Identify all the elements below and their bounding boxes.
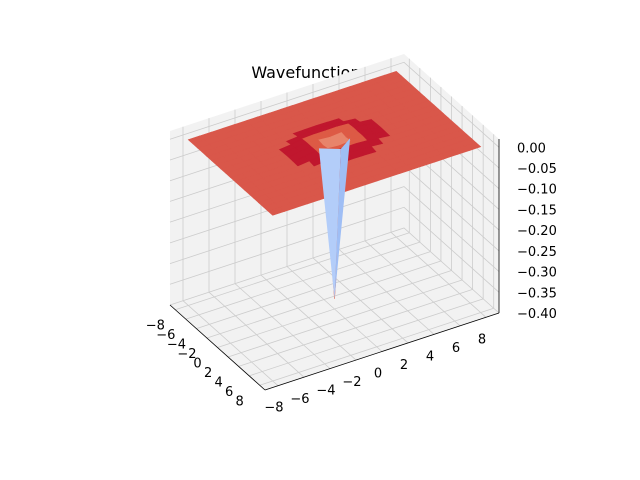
z-tick-label: −0.10 xyxy=(517,183,557,198)
z-tick-label: −0.25 xyxy=(517,245,557,260)
wall-grid-z xyxy=(169,206,500,293)
y-tick-label: −2 xyxy=(342,375,361,390)
y-tick-label: 4 xyxy=(426,349,434,364)
y-tick-label: 6 xyxy=(452,341,460,356)
x-tick-label: −4 xyxy=(167,338,186,353)
floor-grid-y xyxy=(175,232,410,311)
z-tick-label: −0.20 xyxy=(517,224,557,239)
floor-grid-y xyxy=(185,241,420,320)
y-axis-ticks: −8 −6 −4 −2 0 2 4 6 8 xyxy=(264,332,486,415)
floor-grid-y xyxy=(238,289,473,367)
y-axis-line xyxy=(264,312,500,391)
z-tick-label: −0.05 xyxy=(517,162,557,177)
z-tick-label: 0.00 xyxy=(517,141,546,156)
axis-lines xyxy=(169,139,500,391)
z-tick-label: −0.15 xyxy=(517,203,557,218)
error-spike xyxy=(318,138,351,299)
y-tick-label: −6 xyxy=(290,392,309,407)
wall-grid-z xyxy=(169,61,500,148)
x-tick-label: 8 xyxy=(236,394,244,409)
y-tick-label: −4 xyxy=(316,384,335,399)
z-tick-label: −0.30 xyxy=(517,266,557,281)
floor-grid-y xyxy=(259,307,494,386)
floor-grid-y xyxy=(196,251,431,329)
y-tick-label: 0 xyxy=(374,367,382,382)
surface-plot xyxy=(187,70,482,299)
z-axis-ticks: 0.00 −0.05 −0.10 −0.15 −0.20 −0.25 −0.30 −0.35 −… xyxy=(517,141,557,322)
wall-grid-z xyxy=(169,227,500,314)
x-tick-label: −6 xyxy=(156,328,175,343)
y-tick-label: −8 xyxy=(264,401,283,416)
floor-grid-y xyxy=(227,279,463,358)
x-tick-label: 2 xyxy=(204,366,212,381)
z-tick-label: −0.40 xyxy=(517,307,557,322)
surface-patch xyxy=(267,206,285,216)
x-axis-line xyxy=(169,304,266,391)
floor-grid-y xyxy=(249,298,484,377)
x-tick-label: −2 xyxy=(177,347,196,362)
wall-grid-z xyxy=(169,186,500,272)
x-tick-label: 6 xyxy=(225,385,233,400)
spike-face xyxy=(318,148,341,299)
y-tick-label: 8 xyxy=(478,332,486,347)
x-tick-label: −8 xyxy=(146,319,165,334)
y-tick-label: 2 xyxy=(400,358,408,373)
floor-grid-y xyxy=(206,260,442,339)
x-tick-label: 0 xyxy=(193,357,201,372)
x-tick-label: 4 xyxy=(214,375,222,390)
spike-face xyxy=(334,138,351,299)
floor-grid-y xyxy=(217,270,452,348)
z-tick-label: −0.35 xyxy=(517,286,557,301)
